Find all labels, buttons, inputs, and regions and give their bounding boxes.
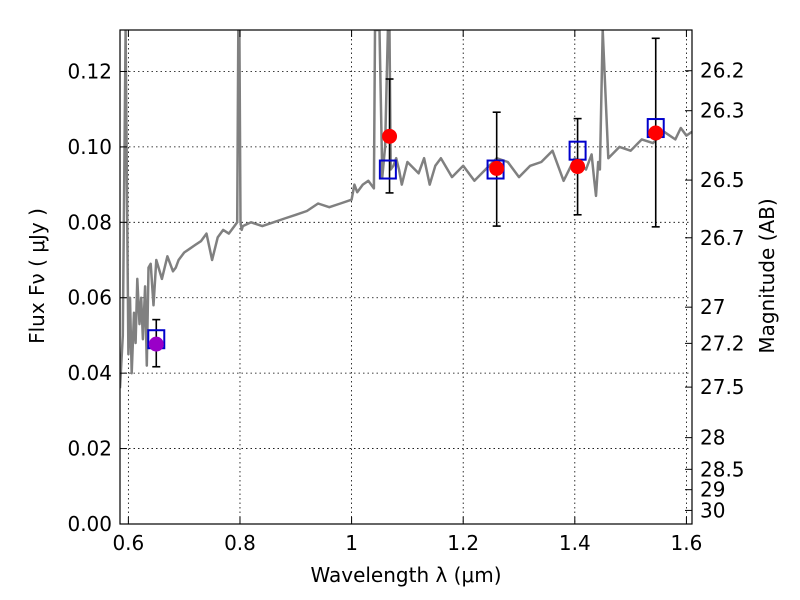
x-tick-labels: 0.6 0.8 1 1.2 1.4 1.6 [112,531,702,555]
y-axis-label: Flux Fν ( μJy ) [25,208,49,344]
model-photometry-point [378,159,397,180]
y-tick-label: 0.06 [67,286,112,310]
y-tick-label: 0.08 [67,210,112,234]
model-spectrum-line [120,30,692,389]
y-tick-label: 0.00 [67,512,112,536]
x-tick-label: 1.2 [447,531,479,555]
right-tick-label: 30 [700,498,725,522]
right-tick-label: 28.5 [700,457,745,481]
observed-photometry-point [148,336,164,352]
x-tick-label: 1 [345,531,358,555]
right-tick-label: 27.2 [700,331,745,355]
right-tick-label: 27.5 [700,375,745,399]
y-tick-label: 0.12 [67,59,112,83]
right-tick-label: 28 [700,426,725,450]
right-tick-label: 26.3 [700,99,745,123]
x-axis-label: Wavelength λ (μm) [310,563,501,587]
x-tick-label: 0.6 [112,531,144,555]
y-tick-label: 0.02 [67,437,112,461]
right-axis-label: Magnitude (AB) [755,198,779,353]
right-tick-label: 26.5 [700,168,745,192]
right-tick-label: 29 [700,478,725,502]
plot-area [120,30,692,389]
right-tick-label: 26.7 [700,226,745,250]
observed-photometry-point [382,128,398,144]
right-tick-label: 27 [700,295,725,319]
observed-photometry-point [570,159,586,175]
plot-frame [119,29,693,525]
x-tick-label: 1.6 [671,531,703,555]
tick-marks [120,30,692,525]
observed-photometry-point [489,160,505,176]
right-tick-label: 26.2 [700,59,745,83]
x-tick-label: 1.4 [559,531,591,555]
plot-series [120,30,692,389]
x-tick-label: 0.8 [224,531,256,555]
y-tick-label: 0.04 [67,361,112,385]
observed-photometry-point [648,125,664,141]
y-tick-label: 0.10 [67,135,112,159]
y-tick-labels: 0.00 0.02 0.04 0.06 0.08 0.10 0.12 [67,59,112,536]
